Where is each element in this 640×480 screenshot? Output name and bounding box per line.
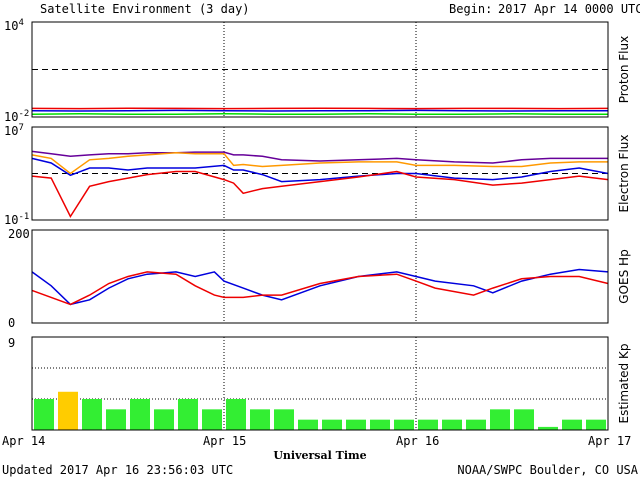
estimated-kp-bar-6: [178, 399, 198, 430]
estimated-kp-bar-19: [490, 409, 510, 430]
proton-flux-ylabel: Proton Flux: [617, 36, 631, 103]
estimated-kp-panel-frame: [31, 336, 609, 431]
electron-flux-ylabel: Electron Flux: [617, 135, 631, 213]
estimated-kp-bar-4: [130, 399, 150, 430]
proton-flux-panel-frame: [31, 21, 609, 118]
estimated-kp-bar-21: [538, 426, 558, 430]
proton-flux-ytick-label-1: 10-2: [4, 109, 29, 124]
goes-hp-panel-frame: [31, 229, 609, 324]
electron-flux-series-purple: [31, 150, 608, 164]
electron-flux-panel-frame: [31, 126, 609, 221]
x-tick-label-apr14: Apr 14: [2, 434, 45, 448]
goes-hp-series-blue: [31, 268, 609, 306]
estimated-kp-bar-23: [586, 419, 606, 430]
goes-hp-ylabel: GOES Hp: [617, 249, 631, 303]
electron-flux-ytick-label-0: 107: [4, 123, 24, 138]
estimated-kp-bar-12: [322, 419, 342, 430]
goes-hp-ytick-label-0: 200: [8, 227, 30, 241]
begin-label: Begin:: [449, 2, 492, 16]
estimated-kp-bar-18: [466, 419, 486, 430]
proton-flux-ytick-label-0: 104: [4, 18, 24, 33]
x-axis-title: Universal Time: [273, 449, 366, 462]
x-tick-label-apr17: Apr 17: [588, 434, 631, 448]
electron-flux-series-blue: [31, 157, 609, 183]
electron-flux-ytick-label-1: 10-1: [4, 212, 29, 227]
goes-hp-ytick-label-1: 0: [8, 316, 15, 330]
estimated-kp-bar-7: [202, 409, 222, 430]
estimated-kp-bar-8: [226, 399, 246, 430]
estimated-kp-bar-16: [418, 419, 438, 430]
estimated-kp-bar-20: [514, 409, 534, 430]
x-tick-label-apr16: Apr 16: [396, 434, 439, 448]
chart-title: Satellite Environment (3 day): [40, 2, 250, 16]
updated-timestamp: Updated 2017 Apr 16 23:56:03 UTC: [2, 463, 233, 477]
proton-flux-series-blue: [31, 109, 608, 112]
electron-flux-series-orange: [31, 152, 608, 175]
estimated-kp-bar-17: [442, 419, 462, 430]
estimated-kp-bar-13: [346, 419, 366, 430]
begin-value: 2017 Apr 14 0000 UTC: [498, 2, 640, 16]
estimated-kp-bar-9: [250, 409, 270, 430]
goes-hp-series-red: [31, 271, 609, 306]
estimated-kp-ytick-label-0: 9: [8, 336, 15, 350]
estimated-kp-bar-14: [370, 419, 390, 430]
electron-flux-series-red: [31, 170, 609, 219]
x-tick-label-apr15: Apr 15: [203, 434, 246, 448]
estimated-kp-bar-10: [274, 409, 294, 430]
estimated-kp-bar-22: [562, 419, 582, 430]
credit-label: NOAA/SWPC Boulder, CO USA: [457, 463, 638, 477]
estimated-kp-bar-15: [394, 419, 414, 430]
estimated-kp-ylabel: Estimated Kp: [617, 344, 631, 424]
estimated-kp-bar-11: [298, 419, 318, 430]
estimated-kp-bar-0: [34, 399, 54, 430]
estimated-kp-bar-2: [82, 399, 102, 430]
estimated-kp-bar-5: [154, 409, 174, 430]
estimated-kp-bar-1: [58, 391, 78, 430]
estimated-kp-bar-3: [106, 409, 126, 430]
